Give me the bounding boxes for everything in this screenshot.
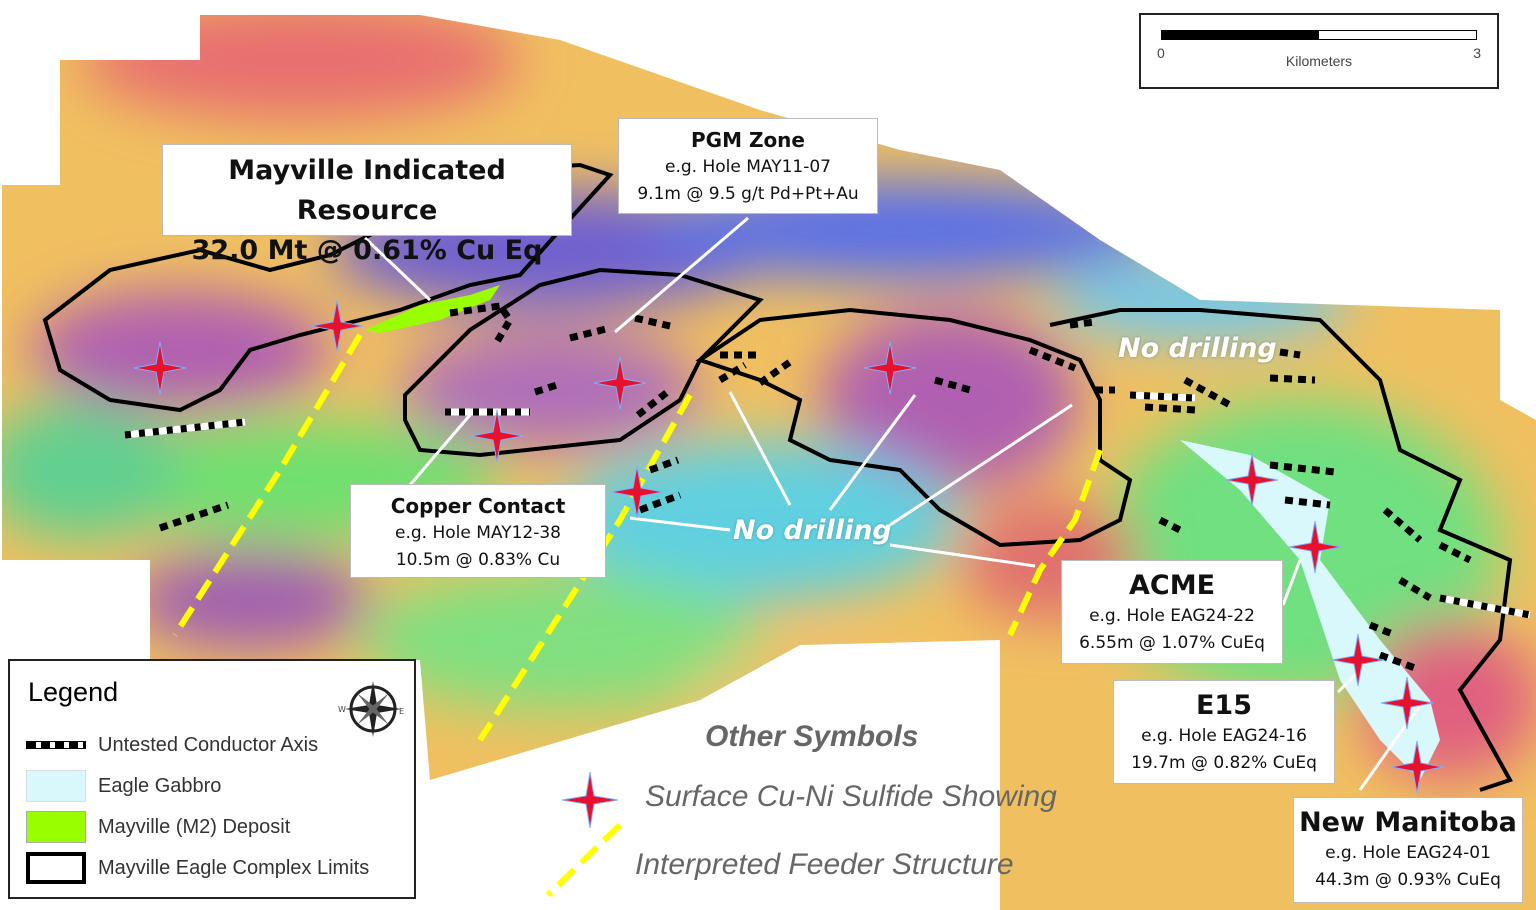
legend-label: Mayville (M2) Deposit <box>98 815 291 838</box>
callout-line: e.g. Hole MAY11-07 <box>665 157 831 177</box>
sulfide-showing-star <box>1380 676 1434 730</box>
complex-limits-swatch <box>26 852 86 884</box>
callout-line: e.g. Hole EAG24-01 <box>1325 843 1491 863</box>
scale-unit: Kilometers <box>1285 53 1353 69</box>
sulfide-showing-star <box>1390 740 1444 794</box>
no-drilling-label-east: No drilling <box>1118 333 1277 364</box>
callout-line: 32.0 Mt @ 0.61% Cu Eq <box>191 235 543 266</box>
legend-item-eagle-gabbro: Eagle Gabbro <box>26 768 221 804</box>
legend-title: Legend <box>28 677 119 707</box>
callout-mayville-resource: Mayville Indicated Resource 32.0 Mt @ 0.… <box>162 144 572 266</box>
other-symbol-feeder-label: Interpreted Feeder Structure <box>635 848 1014 881</box>
callout-new-manitoba: New Manitoba e.g. Hole EAG24-01 44.3m @ … <box>1293 797 1523 903</box>
callout-line: 9.1m @ 9.5 g/t Pd+Pt+Au <box>637 184 859 204</box>
callout-leaders <box>363 216 1422 791</box>
complex-limits-east <box>695 307 1133 548</box>
sulfide-showing-star <box>1225 453 1279 507</box>
callout-line: e.g. Hole EAG24-16 <box>1141 726 1307 746</box>
callout-line: e.g. Hole EAG24-22 <box>1089 606 1255 626</box>
legend-item-conductor: Untested Conductor Axis <box>26 727 318 763</box>
sulfide-showing-star <box>310 299 364 353</box>
complex-limits-far-east <box>1049 308 1513 792</box>
legend-item-complex-limits: Mayville Eagle Complex Limits <box>26 850 369 886</box>
sulfide-showings <box>133 299 1444 794</box>
callout-line: 44.3m @ 0.93% CuEq <box>1315 870 1501 890</box>
callout-line: 19.7m @ 0.82% CuEq <box>1131 753 1317 773</box>
red-star-icon <box>561 771 619 829</box>
scale-start: 0 <box>1157 45 1165 61</box>
eagle-gabbro-swatch <box>26 770 86 802</box>
sulfide-showing-star <box>470 409 524 463</box>
callout-e15: E15 e.g. Hole EAG24-16 19.7m @ 0.82% CuE… <box>1113 680 1335 784</box>
sulfide-showing-star <box>1331 633 1385 687</box>
callout-title: ACME <box>1128 570 1216 601</box>
feeder-structure-symbol <box>545 822 623 898</box>
legend-label: Eagle Gabbro <box>98 774 222 797</box>
no-drilling-arrows <box>629 391 1073 568</box>
other-symbol-sulfide-label: Surface Cu-Ni Sulfide Showing <box>645 780 1057 813</box>
scale-bar-graphic <box>1161 30 1477 40</box>
svg-text:E: E <box>399 707 404 716</box>
scale-end: 3 <box>1473 45 1481 61</box>
conductor-axis-swatch <box>26 741 86 749</box>
no-drilling-label-central: No drilling <box>733 515 892 546</box>
conductor-axes-white <box>124 391 1531 619</box>
callout-acme: ACME e.g. Hole EAG24-22 6.55m @ 1.07% Cu… <box>1061 560 1283 664</box>
callout-copper-contact: Copper Contact e.g. Hole MAY12-38 10.5m … <box>350 484 606 578</box>
callout-line: 6.55m @ 1.07% CuEq <box>1079 633 1265 653</box>
callout-title: E15 <box>1195 690 1253 721</box>
legend-label: Mayville Eagle Complex Limits <box>98 856 370 879</box>
callout-line: e.g. Hole MAY12-38 <box>395 523 561 543</box>
eagle-gabbro-area <box>1180 440 1440 780</box>
callout-title: Mayville Indicated Resource <box>228 155 506 226</box>
feeder-structures <box>172 333 1103 742</box>
sulfide-showing-star <box>1288 520 1342 574</box>
callout-title: New Manitoba <box>1299 807 1517 838</box>
callout-title: PGM Zone <box>691 128 805 152</box>
sulfide-showing-star <box>863 341 917 395</box>
legend-label: Untested Conductor Axis <box>98 733 319 756</box>
callout-pgm-zone: PGM Zone e.g. Hole MAY11-07 9.1m @ 9.5 g… <box>618 118 878 214</box>
sulfide-showing-star <box>610 465 664 519</box>
sulfide-showing-star <box>593 356 647 410</box>
legend-item-m2-deposit: Mayville (M2) Deposit <box>26 809 290 845</box>
scale-bar: 0 3 Kilometers <box>1139 13 1499 89</box>
callout-line: 10.5m @ 0.83% Cu <box>395 550 561 570</box>
callout-title: Copper Contact <box>390 494 566 518</box>
sulfide-showing-star <box>133 341 187 395</box>
svg-text:W: W <box>338 705 346 714</box>
other-symbols-title: Other Symbols <box>705 720 919 753</box>
mayville-m2-deposit <box>365 285 500 333</box>
m2-deposit-swatch <box>26 811 86 843</box>
